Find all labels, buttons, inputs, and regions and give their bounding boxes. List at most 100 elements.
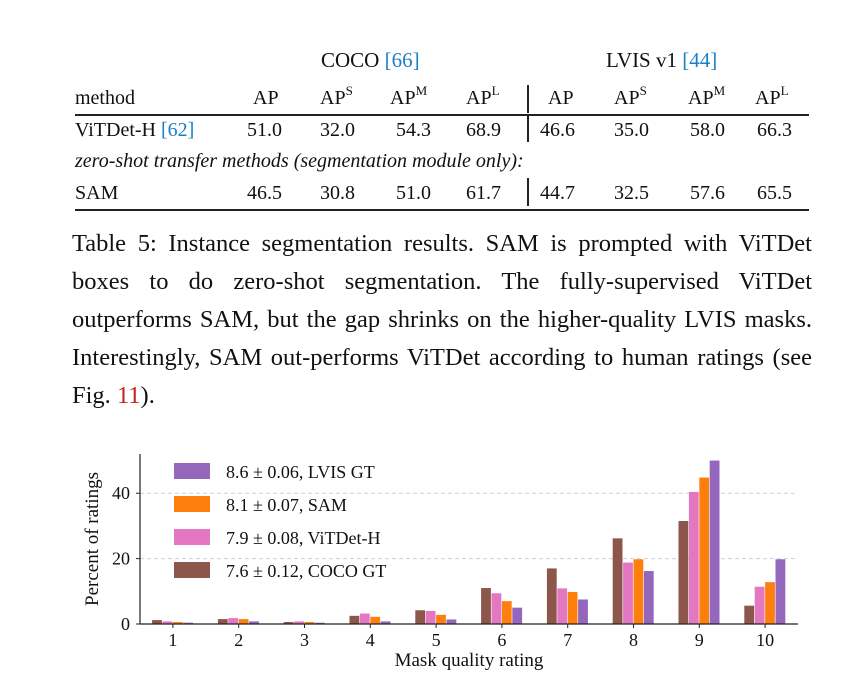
bar-2-2 [238, 619, 249, 624]
x-axis-label: Mask quality rating [395, 650, 544, 671]
x-tick-label: 4 [366, 630, 375, 650]
bar-6-1 [491, 593, 502, 624]
col-header-aps: APS [320, 83, 353, 109]
bar-10-2 [765, 582, 775, 624]
table-cell: 65.5 [757, 182, 792, 204]
bar-7-2 [567, 591, 578, 624]
method-header: method [75, 87, 135, 109]
chart-grid [140, 492, 798, 560]
legend-label: 7.9 ± 0.08, ViTDet-H [226, 528, 380, 548]
figure-reference-link[interactable]: 11 [116, 382, 141, 409]
bar-4-0 [349, 615, 360, 624]
table-cell: 57.6 [690, 182, 725, 204]
bar-6-2 [501, 601, 512, 624]
bar-5-3 [446, 619, 457, 624]
bar-4-1 [359, 613, 370, 624]
bar-3-3 [314, 622, 325, 624]
x-tick-label: 5 [432, 630, 441, 650]
chart-axes: 0 20 40 1 2 3 4 5 6 7 8 9 10 [112, 454, 798, 650]
bar-5-0 [415, 610, 426, 624]
section-note: zero-shot transfer methods (segmentation… [75, 150, 524, 172]
chart-legend: 8.6 ± 0.06, LVIS GT 8.1 ± 0.07, SAM 7.9 ± … [174, 462, 386, 581]
bar-2-3 [249, 621, 259, 624]
legend-label: 8.6 ± 0.06, LVIS GT [226, 462, 375, 482]
col-header-aps-lvis: APS [614, 83, 647, 109]
bar-4-3 [380, 621, 391, 624]
lvis-citation[interactable]: [44] [682, 48, 718, 72]
bar-5-2 [436, 614, 446, 624]
table-cell: 68.9 [466, 119, 501, 141]
bar-7-3 [578, 599, 588, 624]
col-header-apm: APM [390, 83, 428, 109]
table-cell: 44.7 [540, 182, 575, 204]
table-cell: 54.3 [396, 119, 431, 141]
col-header-ap: AP [253, 87, 279, 109]
legend-swatch [174, 529, 210, 545]
bar-7-0 [546, 568, 557, 624]
bar-3-0 [283, 622, 294, 624]
bar-9-2 [699, 477, 710, 624]
bar-3-2 [304, 622, 315, 624]
table-cell: 46.5 [247, 182, 282, 204]
bar-2-0 [217, 619, 228, 624]
table-cell: 32.0 [320, 119, 355, 141]
legend-label: 7.6 ± 0.12, COCO GT [226, 561, 386, 581]
table-cell: 51.0 [247, 119, 282, 141]
y-tick-label: 40 [112, 483, 130, 503]
table-cell: 32.5 [614, 182, 649, 204]
bar-10-0 [744, 605, 755, 624]
table-cell: 46.6 [540, 119, 575, 141]
x-tick-label: 7 [563, 630, 572, 650]
vitdet-citation[interactable]: [62] [161, 119, 195, 141]
bar-4-2 [370, 616, 381, 624]
coco-citation[interactable]: [66] [384, 48, 420, 72]
group-separator [527, 178, 529, 206]
bar-3-1 [294, 621, 304, 624]
x-tick-label: 2 [234, 630, 243, 650]
coco-group-header: COCO [66] [321, 48, 420, 72]
legend-swatch [174, 496, 210, 512]
lvis-group-header: LVIS v1 [44] [606, 48, 718, 72]
table-cell: 58.0 [690, 119, 725, 141]
bar-1-2 [172, 622, 183, 624]
x-tick-label: 8 [629, 630, 638, 650]
table-header-rule [75, 114, 809, 116]
chart-bars [152, 460, 786, 624]
bar-1-1 [162, 621, 173, 624]
x-tick-label: 10 [756, 630, 774, 650]
mask-quality-chart: 0 20 40 1 2 3 4 5 6 7 8 9 10 8.6 ± 0.06, LVIS GT 8.1 … [82, 454, 798, 671]
y-tick-label: 0 [121, 614, 130, 634]
bar-2-1 [228, 618, 239, 624]
table-cell: 51.0 [396, 182, 431, 204]
bar-1-3 [183, 622, 194, 624]
bar-9-3 [709, 460, 720, 624]
table-cell: 61.7 [466, 182, 501, 204]
x-tick-label: 1 [168, 630, 177, 650]
bar-9-1 [688, 491, 699, 624]
table-cell: 66.3 [757, 119, 792, 141]
bar-6-0 [481, 588, 491, 624]
x-tick-label: 3 [300, 630, 309, 650]
col-header-apl-lvis: APL [755, 83, 789, 109]
legend-label: 8.1 ± 0.07, SAM [226, 495, 347, 515]
bar-9-0 [678, 521, 689, 624]
col-header-ap-lvis: AP [548, 87, 574, 109]
group-separator [527, 85, 529, 113]
table-caption: Table 5: Instance segmentation results. … [72, 230, 812, 409]
bar-1-0 [152, 620, 162, 624]
table-cell: 35.0 [614, 119, 649, 141]
bar-10-3 [775, 559, 786, 624]
legend-swatch [174, 562, 210, 578]
table-row-method: SAM [75, 182, 119, 204]
bar-10-1 [754, 586, 765, 624]
bar-8-1 [623, 562, 633, 624]
bar-8-3 [643, 571, 654, 624]
legend-swatch [174, 463, 210, 479]
bar-7-1 [557, 588, 568, 624]
y-tick-label: 20 [112, 549, 130, 569]
col-header-apm-lvis: APM [688, 83, 726, 109]
bar-6-3 [512, 607, 523, 624]
bar-8-2 [633, 559, 644, 624]
group-separator [527, 116, 529, 142]
table-row-method: ViTDet-H [62] [75, 119, 195, 141]
